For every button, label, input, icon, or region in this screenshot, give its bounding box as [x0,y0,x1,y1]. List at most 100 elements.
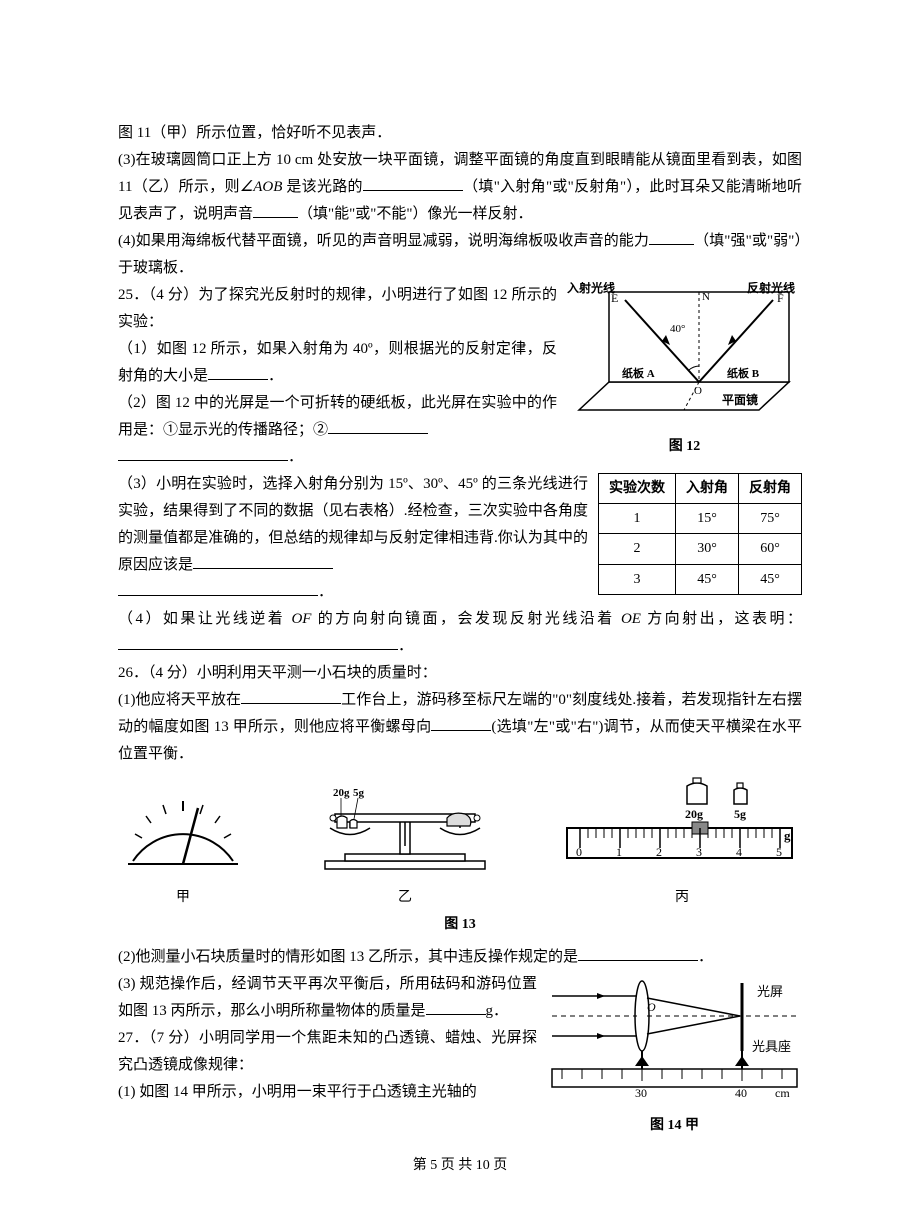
fig12-caption: 图 12 [567,434,802,459]
label: 甲 [118,885,248,910]
text: （填"能"或"不能"）像光一样反射． [298,206,533,222]
td: 1 [599,504,676,534]
figure-12: E F N O 40° 入射光线 反射光线 纸板 A 纸板 B 平面镜 图 12 [567,282,802,459]
fig13-caption: 图 13 [118,912,802,937]
text: (2)他测量小石块质量时的情形如图 13 乙所示，其中违反操作规定的是 [118,949,578,965]
page-number: 第 5 页 共 10 页 [118,1153,802,1178]
lens-svg: 30 40 cm O 光屏 光具座 [547,971,802,1101]
table-row: 2 30° 60° [599,534,802,564]
blank [363,175,463,191]
svg-text:N: N [702,291,710,303]
balance-svg: 20g 5g [295,776,515,876]
td: 3 [599,564,676,594]
text: 方向射出，这表明： [641,611,802,627]
q26-p2: (2)他测量小石块质量时的情形如图 13 乙所示，其中违反操作规定的是 ． [118,944,802,971]
q24-p3: (3)在玻璃圆筒口正上方 10 cm 处安放一块平面镜，调整平面镜的角度直到眼睛… [118,147,802,228]
text: ． [318,584,333,600]
th: 实验次数 [599,474,676,504]
table-row: 1 15° 75° [599,504,802,534]
svg-text:纸板 A: 纸板 A [622,366,655,380]
text: （4）如果让光线逆着 [118,611,291,627]
td: 45° [739,564,802,594]
td: 15° [676,504,739,534]
blank [118,580,318,596]
svg-text:平面镜: 平面镜 [722,392,758,407]
label: 乙 [295,885,515,910]
table-row: 3 45° 45° [599,564,802,594]
oe: OE [621,611,641,627]
svg-text:反射光线: 反射光线 [747,282,795,295]
text: (1)他应将天平放在 [118,692,241,708]
svg-text:g: g [784,828,791,843]
data-table: 实验次数 入射角 反射角 1 15° 75° 2 30° 60° 3 45° 4… [598,473,802,595]
th: 入射角 [676,474,739,504]
text: （3）小明在实验时，选择入射角分别为 15º、30º、45º 的三条光线进行实验… [118,476,588,573]
q25-p4: （4）如果让光线逆着 OF 的方向射向镜面，会发现反射光线沿着 OE 方向射出，… [118,606,802,660]
blank [193,553,333,569]
table-header-row: 实验次数 入射角 反射角 [599,474,802,504]
svg-text:光屏: 光屏 [757,984,783,999]
q24-p4: (4)如果用海绵板代替平面镜，听见的声音明显减弱，说明海绵板吸收声音的能力（填"… [118,228,802,282]
blank [208,364,268,380]
blank [328,418,428,434]
fig13-yi: 20g 5g 乙 [295,776,515,910]
q26-p1: (1)他应将天平放在工作台上，游码移至标尺左端的"0"刻度线处.接着，若发现指针… [118,687,802,768]
svg-text:2: 2 [656,845,662,859]
td: 45° [676,564,739,594]
svg-text:40: 40 [735,1086,747,1100]
q24-line: 图 11（甲）所示位置，恰好听不见表声． [118,120,802,147]
blank [118,445,288,461]
blank [431,715,491,731]
svg-text:20g: 20g [333,787,350,799]
of: OF [291,611,311,627]
svg-text:4: 4 [736,845,742,859]
svg-text:入射光线: 入射光线 [567,282,615,295]
blank [118,634,398,650]
text: （1）如图 12 所示，如果入射角为 40º，则根据光的反射定律，反射角的大小是 [118,341,557,384]
figure-13-row: 甲 20g 5g [118,776,802,910]
fig14-caption: 图 14 甲 [547,1113,802,1138]
text: 是该光路的 [282,179,362,195]
th: 反射角 [739,474,802,504]
svg-text:5g: 5g [353,787,365,799]
fig12-svg: E F N O 40° 入射光线 反射光线 纸板 A 纸板 B 平面镜 [567,282,802,432]
svg-text:5: 5 [776,845,782,859]
fig13-bing: 20g 5g [562,776,802,910]
text: ． [268,368,283,384]
svg-text:cm: cm [775,1086,790,1100]
q26-stem: 26．（4 分）小明利用天平测一小石块的质量时： [118,660,802,687]
td: 2 [599,534,676,564]
svg-text:O: O [694,385,702,397]
text: (4)如果用海绵板代替平面镜，听见的声音明显减弱，说明海绵板吸收声音的能力 [118,233,649,249]
blank [578,945,698,961]
text: ． [288,449,303,465]
label: 丙 [562,885,802,910]
blank [649,229,694,245]
text: g． [486,1003,509,1019]
svg-text:纸板 B: 纸板 B [727,366,760,380]
blank [426,999,486,1015]
text: ． [698,949,713,965]
angle-aob: ∠AOB [240,179,283,195]
svg-text:5g: 5g [734,807,746,821]
text: 的方向射向镜面，会发现反射光线沿着 [311,611,621,627]
text: ． [398,638,413,654]
blank [241,688,341,704]
svg-text:O: O [647,1000,656,1014]
td: 75° [739,504,802,534]
blank [253,202,298,218]
fig13-jia: 甲 [118,776,248,910]
svg-text:3: 3 [696,845,702,859]
svg-text:40°: 40° [670,323,685,335]
svg-text:20g: 20g [685,807,703,821]
td: 30° [676,534,739,564]
svg-text:1: 1 [616,845,622,859]
svg-text:0: 0 [576,845,582,859]
svg-text:30: 30 [635,1086,647,1100]
svg-text:光具座: 光具座 [752,1039,791,1054]
td: 60° [739,534,802,564]
figure-14: 30 40 cm O 光屏 光具座 图 1 [547,971,802,1138]
ruler-svg: 20g 5g [562,776,802,876]
page-content: 图 11（甲）所示位置，恰好听不见表声． (3)在玻璃圆筒口正上方 10 cm … [118,120,802,1178]
gauge-svg [118,776,248,876]
